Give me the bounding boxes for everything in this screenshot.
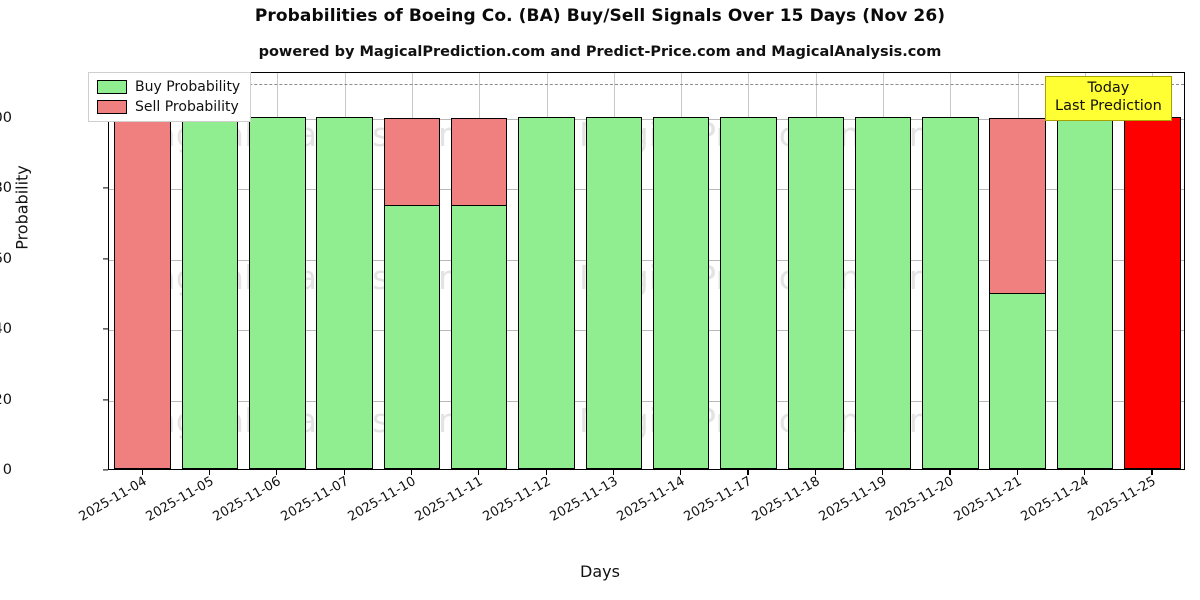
today-annotation-line2: Last Prediction	[1055, 97, 1162, 114]
bar-segment-sell[interactable]	[114, 116, 171, 469]
legend-swatch-sell-icon	[97, 100, 127, 114]
x-axis-tick-mark	[545, 470, 547, 475]
bar-column[interactable]	[450, 73, 508, 469]
y-axis-tick-mark	[103, 328, 108, 330]
legend-swatch-buy-icon	[97, 80, 127, 94]
bar-segment-buy[interactable]	[787, 116, 845, 469]
bar-column[interactable]	[518, 73, 575, 469]
bar-column[interactable]	[249, 73, 306, 469]
bar-column[interactable]	[1056, 73, 1114, 469]
bar-segment-buy[interactable]	[249, 116, 306, 469]
bar-segment-buy[interactable]	[585, 116, 643, 469]
x-axis-tick-mark	[208, 470, 211, 475]
bar-column[interactable]	[787, 73, 845, 469]
x-axis-tick-mark	[1084, 470, 1086, 475]
y-axis-tick-label: 0	[2, 462, 12, 478]
chart-subtitle: powered by MagicalPrediction.com and Pre…	[258, 44, 942, 60]
today-annotation: Today Last Prediction	[1045, 76, 1172, 122]
today-annotation-line1: Today	[1087, 80, 1130, 96]
y-axis-tick-label: 60	[0, 250, 12, 267]
bar-segment-buy[interactable]	[854, 116, 912, 469]
bar-segment-buy[interactable]	[720, 116, 777, 469]
x-axis-tick-mark	[949, 470, 951, 475]
bar-segment-sell[interactable]	[383, 117, 441, 207]
chart-title: Probabilities of Boeing Co. (BA) Buy/Sel…	[254, 6, 946, 26]
legend-item-sell[interactable]: Sell Probability	[97, 99, 240, 115]
y-axis-tick-mark	[103, 398, 108, 401]
bar-segment-buy[interactable]	[652, 116, 710, 469]
y-axis-tick-label: 20	[0, 391, 12, 408]
y-gridline	[109, 189, 1184, 191]
x-axis-tick-mark	[343, 470, 345, 475]
bar-column[interactable]	[1124, 73, 1181, 469]
x-axis-label: Days	[580, 562, 620, 581]
bar-segment-buy[interactable]	[450, 204, 508, 469]
bar-segment-sell[interactable]	[989, 118, 1046, 295]
bar-column[interactable]	[114, 73, 171, 469]
threshold-line	[109, 83, 1184, 85]
x-axis-tick-mark	[680, 470, 682, 475]
bars-layer	[109, 73, 1184, 469]
bar-segment-buy[interactable]	[1056, 116, 1114, 469]
legend-label-sell: Sell Probability	[135, 99, 239, 115]
y-gridline	[109, 400, 1184, 402]
bar-column[interactable]	[181, 73, 239, 469]
bar-segment-buy[interactable]	[316, 116, 373, 469]
y-axis-tick-mark	[103, 187, 108, 189]
bar-column[interactable]	[316, 73, 373, 469]
x-axis-tick-mark	[141, 470, 143, 475]
bar-column[interactable]	[989, 73, 1046, 469]
bar-column[interactable]	[652, 73, 710, 469]
x-axis-tick-mark	[882, 470, 884, 475]
y-gridline	[109, 259, 1184, 261]
y-axis-tick-mark	[103, 469, 108, 471]
x-axis-tick-mark	[478, 470, 480, 475]
bar-segment-buy[interactable]	[518, 116, 575, 469]
x-axis-tick-mark	[747, 470, 749, 475]
y-axis-tick-mark	[103, 258, 108, 260]
bar-segment-buy[interactable]	[922, 116, 979, 469]
y-gridline	[109, 330, 1184, 332]
bar-segment-sell[interactable]	[450, 117, 508, 207]
bar-column[interactable]	[383, 73, 441, 469]
y-axis-label: Probability	[12, 165, 32, 250]
legend-label-buy: Buy Probability	[135, 79, 241, 95]
y-gridline	[109, 118, 1184, 120]
chart-legend: Buy Probability Sell Probability	[88, 72, 252, 122]
bar-column[interactable]	[720, 73, 777, 469]
x-axis-tick-mark	[276, 470, 278, 475]
bar-column[interactable]	[922, 73, 979, 469]
x-axis-tick-mark	[612, 470, 615, 475]
x-axis-tick-mark	[814, 470, 816, 475]
bar-segment-buy[interactable]	[989, 292, 1046, 469]
x-axis-tick-mark	[410, 470, 413, 475]
bar-column[interactable]	[854, 73, 912, 469]
plot-area: MagicalAnalysis.comMagicaPrediction.comM…	[108, 72, 1185, 470]
x-axis-tick-mark	[1151, 470, 1153, 475]
legend-item-buy[interactable]: Buy Probability	[97, 79, 240, 95]
bar-column[interactable]	[585, 73, 643, 469]
bar-segment-buy[interactable]	[383, 204, 441, 469]
y-axis-tick-label: 40	[0, 321, 12, 338]
bar-segment-buy[interactable]	[181, 116, 239, 469]
x-axis-tick-mark	[1016, 470, 1018, 475]
bar-segment-sell[interactable]	[1124, 116, 1181, 469]
y-axis-tick-label: 100	[0, 109, 12, 126]
y-axis-tick-label: 80	[0, 180, 12, 197]
